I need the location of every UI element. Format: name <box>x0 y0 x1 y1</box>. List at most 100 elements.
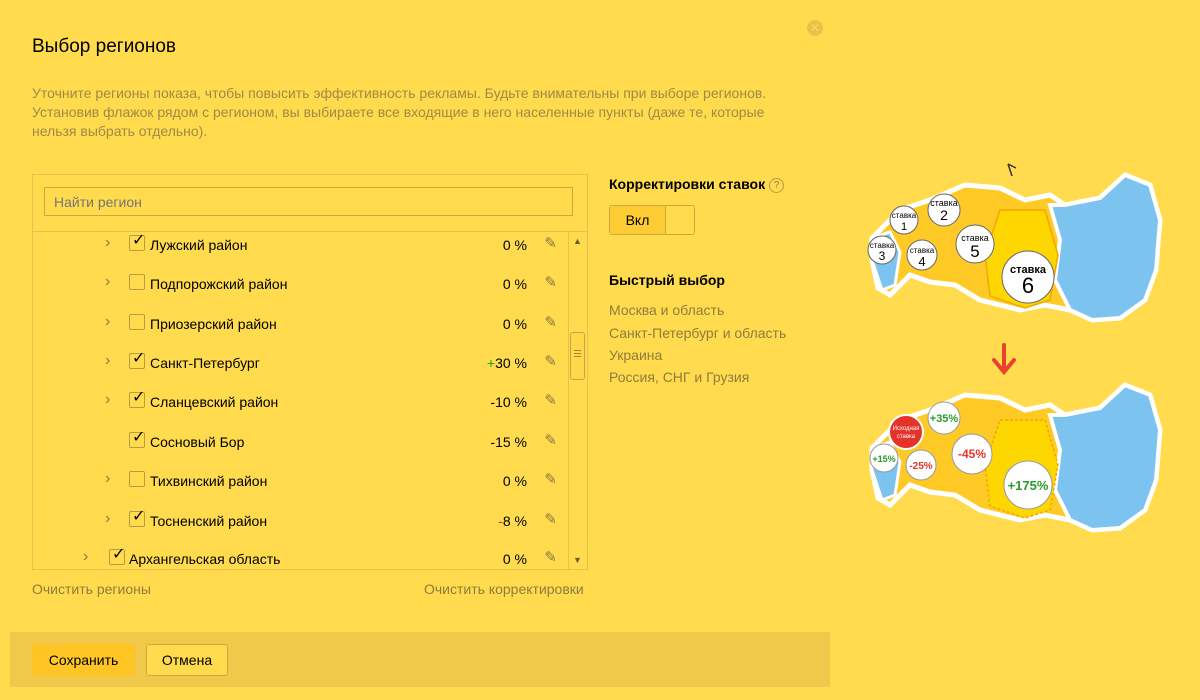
region-checkbox[interactable]: ✓ <box>129 508 145 527</box>
toggle-on-label[interactable]: Вкл <box>610 206 666 234</box>
chevron-right-icon[interactable]: › <box>105 470 111 487</box>
region-label: Подпорожский район <box>150 276 288 292</box>
adjustment-number: 0 % <box>502 316 527 332</box>
search-input[interactable] <box>44 187 573 216</box>
badge-plus35: +35% <box>930 413 959 425</box>
pencil-icon[interactable]: ✎ <box>544 471 557 488</box>
chevron-right-icon[interactable]: › <box>105 391 111 408</box>
region-checkbox[interactable]: ✓ <box>129 350 145 369</box>
region-checkbox[interactable]: ✓ <box>129 429 145 448</box>
dialog-description: Уточните регионы показа, чтобы повысить … <box>32 85 767 139</box>
scrollbar[interactable]: ▲ ▼ <box>568 232 586 569</box>
quick-select-moscow[interactable]: Москва и область <box>609 302 725 318</box>
region-selection-dialog: Выбор регионов ✕ Уточните регионы показа… <box>10 20 830 687</box>
region-label: Сосновый Бор <box>150 434 245 450</box>
checkmark-icon: ✓ <box>132 232 146 249</box>
quick-select-ukraine[interactable]: Украина <box>609 347 663 363</box>
base-rate-line2: ставка <box>897 434 916 440</box>
rate-badges-bottom: Исходная ставка +35% +15% -25% -45% +175… <box>869 401 1053 510</box>
chevron-right-icon[interactable]: › <box>105 234 111 251</box>
pencil-icon[interactable]: ✎ <box>544 235 557 252</box>
scroll-up-icon[interactable]: ▲ <box>573 236 582 246</box>
badge-plus15: +15% <box>872 454 895 464</box>
region-row[interactable]: ✓ Сосновый Бор -15 % ✎ <box>33 427 567 465</box>
adjustment-number: -15 % <box>490 434 527 450</box>
region-row[interactable]: › ✓ Санкт-Петербург +30 % ✎ <box>33 348 567 386</box>
adjustment-sign: - <box>498 513 503 529</box>
chevron-right-icon[interactable]: › <box>105 510 111 527</box>
rate2-num: 2 <box>940 207 948 223</box>
adjustment-number: 30 % <box>495 355 527 371</box>
pencil-icon[interactable]: ✎ <box>544 432 557 449</box>
adjustment-number: -10 % <box>490 394 527 410</box>
region-row[interactable]: › ✓ Тосненский район -8 % ✎ <box>33 506 567 544</box>
search-bar <box>33 175 587 232</box>
base-rate-line1: Исходная <box>893 426 920 432</box>
checkmark-icon: ✓ <box>112 546 126 563</box>
rate-badges-top: ставка 1 ставка 2 ставка 3 ставка 4 став… <box>867 193 1055 304</box>
close-icon[interactable]: ✕ <box>807 20 823 36</box>
pencil-icon[interactable]: ✎ <box>544 353 557 370</box>
region-label: Санкт-Петербург <box>150 355 260 371</box>
checkmark-icon: ✓ <box>132 389 146 406</box>
adjustment-sign: + <box>486 355 496 371</box>
bid-adjustment-value: -10 % <box>490 394 527 410</box>
region-checkbox[interactable]: ✓ <box>129 232 145 251</box>
badge-plus175: +175% <box>1008 478 1049 493</box>
scroll-down-icon[interactable]: ▼ <box>573 555 582 565</box>
pencil-icon[interactable]: ✎ <box>544 274 557 291</box>
bid-adjustments-title: Корректировки ставок <box>609 176 766 192</box>
checkmark-icon: ✓ <box>132 350 146 367</box>
region-row[interactable]: › Подпорожский район 0 % ✎ <box>33 269 567 307</box>
pencil-icon[interactable]: ✎ <box>544 511 557 528</box>
chevron-right-icon[interactable]: › <box>105 352 111 369</box>
bid-adjustment-value: 0 % <box>503 237 527 253</box>
adjustment-number: 0 % <box>502 551 527 567</box>
region-checkbox[interactable] <box>129 314 145 330</box>
down-arrow-icon <box>992 343 1016 376</box>
save-button[interactable]: Сохранить <box>32 644 135 676</box>
help-icon[interactable]: ? <box>769 178 785 193</box>
bid-adjustment-value: +30 % <box>487 355 527 371</box>
region-checkbox[interactable] <box>129 274 145 290</box>
quick-select-spb[interactable]: Санкт-Петербург и область <box>609 325 787 341</box>
region-row[interactable]: › Тихвинский район 0 % ✎ <box>33 466 567 504</box>
rate5-num: 5 <box>970 242 979 261</box>
region-checkbox[interactable]: ✓ <box>109 546 125 565</box>
region-checkbox[interactable] <box>129 471 145 487</box>
pencil-icon[interactable]: ✎ <box>544 392 557 409</box>
rate6-num: 6 <box>1022 273 1034 298</box>
region-label: Тихвинский район <box>150 473 268 489</box>
rate3-word: ставка <box>870 241 895 250</box>
bid-adjustment-value: 0 % <box>503 473 527 489</box>
region-row[interactable]: › ✓ Лужский район 0 % ✎ <box>33 230 567 268</box>
bid-adjustment-value: -8 % <box>498 513 527 529</box>
region-row[interactable]: › Приозерский район 0 % ✎ <box>33 309 567 347</box>
badge-minus25: -25% <box>909 461 932 472</box>
pencil-icon[interactable]: ✎ <box>544 314 557 331</box>
region-row[interactable]: › ✓ Архангельская область 0 % ✎ <box>33 544 567 569</box>
quick-select-russia-cis[interactable]: Россия, СНГ и Грузия <box>609 369 750 385</box>
cancel-button[interactable]: Отмена <box>146 644 228 676</box>
region-row[interactable]: › ✓ Сланцевский район -10 % ✎ <box>33 387 567 425</box>
region-label: Тосненский район <box>150 513 268 529</box>
bid-adjustment-illustration: ставка 1 ставка 2 ставка 3 ставка 4 став… <box>867 163 1163 533</box>
bid-adjustments-toggle[interactable]: Вкл <box>609 205 695 235</box>
pencil-icon[interactable]: ✎ <box>544 549 557 566</box>
chevron-right-icon[interactable]: › <box>105 313 111 330</box>
badge-minus45: -45% <box>958 447 986 461</box>
adjustment-number: 0 % <box>502 473 527 489</box>
clear-adjustments-link[interactable]: Очистить корректировки <box>424 581 584 597</box>
region-list: › ✓ Лужский район 0 % ✎ › Подпорожский район 0 … <box>33 232 567 569</box>
chevron-right-icon[interactable]: › <box>83 548 89 565</box>
adjustment-number: 0 % <box>502 237 527 253</box>
rate3-num: 3 <box>879 249 886 263</box>
rate1-num: 1 <box>901 221 907 233</box>
clear-regions-link[interactable]: Очистить регионы <box>32 581 151 597</box>
bid-adjustment-value: -15 % <box>490 434 527 450</box>
region-label: Приозерский район <box>150 316 277 332</box>
region-checkbox[interactable]: ✓ <box>129 389 145 408</box>
chevron-right-icon[interactable]: › <box>105 273 111 290</box>
scrollbar-thumb[interactable] <box>570 332 585 380</box>
region-label: Архангельская область <box>129 551 281 567</box>
